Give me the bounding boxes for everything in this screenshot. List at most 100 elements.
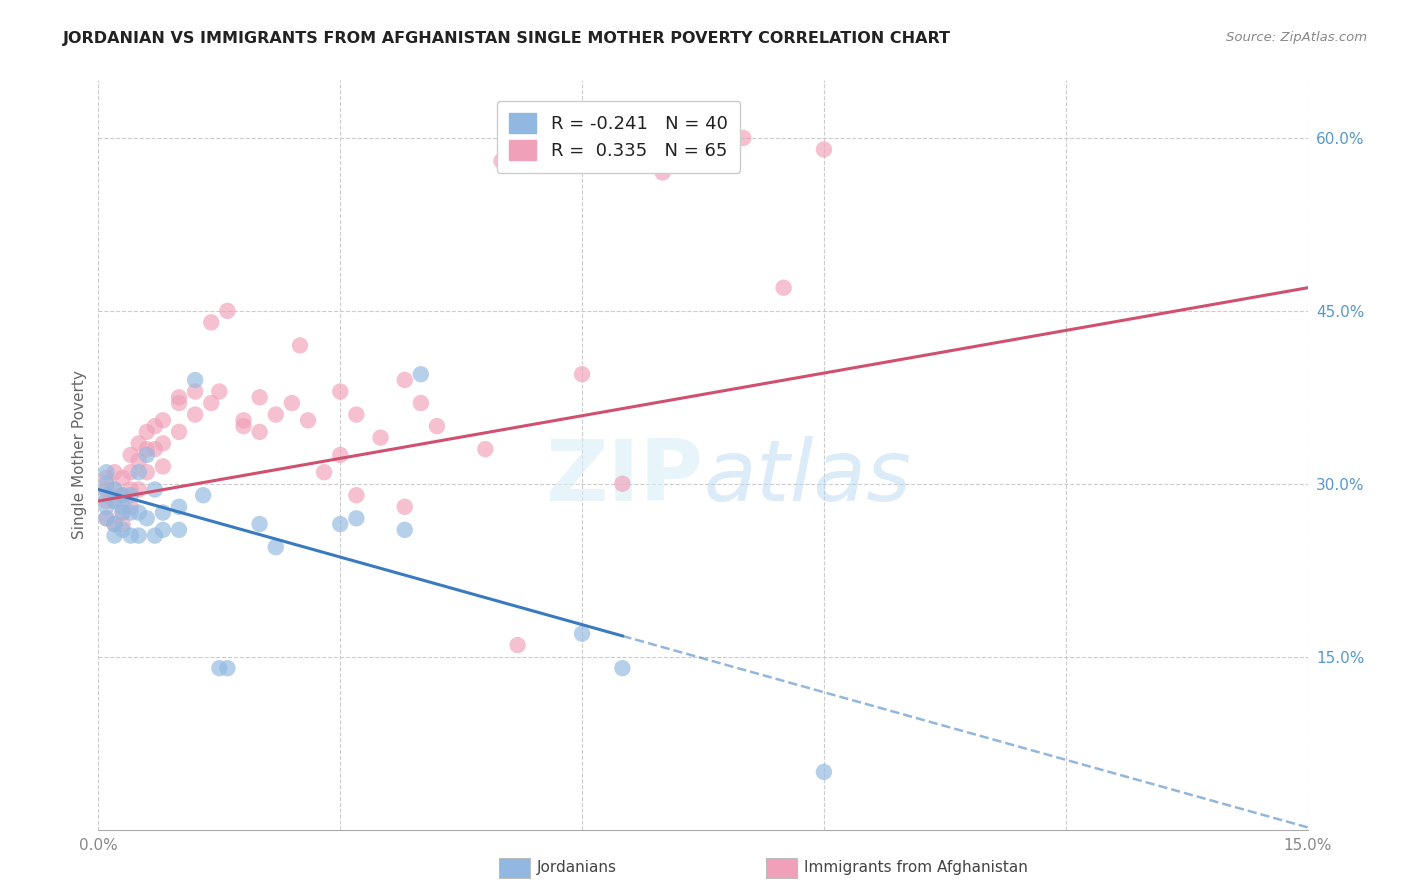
Point — [474, 442, 496, 457]
Point — [184, 408, 207, 422]
Point — [813, 143, 835, 157]
Point — [733, 131, 755, 145]
Point — [813, 764, 835, 779]
Point — [288, 338, 311, 352]
Point — [128, 483, 150, 497]
Point — [120, 500, 142, 514]
Point — [232, 419, 254, 434]
Point — [217, 303, 239, 318]
Point — [184, 373, 207, 387]
Point — [314, 465, 336, 479]
Point — [96, 511, 118, 525]
Point — [249, 390, 271, 404]
Point — [111, 488, 134, 502]
Point — [651, 165, 673, 179]
Point — [612, 661, 634, 675]
Point — [167, 390, 190, 404]
Point — [249, 425, 271, 439]
Point — [200, 396, 222, 410]
Point — [152, 436, 174, 450]
Point — [135, 511, 157, 525]
Point — [111, 488, 134, 502]
Point — [344, 511, 367, 525]
Point — [111, 500, 134, 514]
Point — [370, 431, 392, 445]
Point — [264, 408, 287, 422]
Point — [143, 528, 166, 542]
Point — [409, 368, 432, 382]
Point — [264, 540, 287, 554]
Point — [96, 483, 118, 497]
Point — [772, 281, 794, 295]
Point — [152, 523, 174, 537]
Point — [120, 483, 142, 497]
Point — [571, 368, 593, 382]
Point — [571, 626, 593, 640]
Point — [143, 442, 166, 457]
Point — [394, 523, 416, 537]
Point — [426, 419, 449, 434]
Point — [120, 506, 142, 520]
Point — [167, 523, 190, 537]
Point — [249, 517, 271, 532]
Point — [96, 494, 118, 508]
Point — [143, 419, 166, 434]
Point — [111, 506, 134, 520]
Point — [217, 661, 239, 675]
Point — [152, 413, 174, 427]
Text: Source: ZipAtlas.com: Source: ZipAtlas.com — [1226, 31, 1367, 45]
Point — [394, 373, 416, 387]
Point — [135, 425, 157, 439]
Point — [103, 517, 125, 532]
Point — [103, 465, 125, 479]
Point — [152, 506, 174, 520]
Point — [692, 131, 714, 145]
Point — [96, 511, 118, 525]
Point — [281, 396, 304, 410]
Point — [111, 471, 134, 485]
Point — [612, 476, 634, 491]
Point — [103, 517, 125, 532]
Y-axis label: Single Mother Poverty: Single Mother Poverty — [72, 370, 87, 540]
Point — [167, 500, 190, 514]
Point — [530, 143, 553, 157]
Point — [128, 528, 150, 542]
Point — [208, 384, 231, 399]
Point — [344, 488, 367, 502]
Point — [329, 517, 352, 532]
Point — [120, 528, 142, 542]
Point — [128, 436, 150, 450]
Point — [200, 315, 222, 329]
Text: JORDANIAN VS IMMIGRANTS FROM AFGHANISTAN SINGLE MOTHER POVERTY CORRELATION CHART: JORDANIAN VS IMMIGRANTS FROM AFGHANISTAN… — [63, 31, 952, 46]
Point — [111, 523, 134, 537]
Point — [96, 471, 118, 485]
Point — [329, 448, 352, 462]
Point — [96, 488, 118, 502]
Point — [135, 465, 157, 479]
Point — [394, 500, 416, 514]
Point — [96, 476, 118, 491]
Text: atlas: atlas — [703, 436, 911, 519]
Point — [128, 453, 150, 467]
Point — [167, 396, 190, 410]
Point — [297, 413, 319, 427]
Point — [120, 465, 142, 479]
Point — [96, 500, 118, 514]
Point — [506, 638, 529, 652]
Text: Immigrants from Afghanistan: Immigrants from Afghanistan — [804, 861, 1028, 875]
Point — [208, 661, 231, 675]
Point — [152, 459, 174, 474]
Point — [232, 413, 254, 427]
Point — [111, 506, 134, 520]
Point — [111, 517, 134, 532]
Text: ZIP: ZIP — [546, 436, 703, 519]
Legend: R = -0.241   N = 40, R =  0.335   N = 65: R = -0.241 N = 40, R = 0.335 N = 65 — [496, 101, 740, 173]
Point — [96, 465, 118, 479]
Point — [143, 483, 166, 497]
Point — [184, 384, 207, 399]
Point — [103, 528, 125, 542]
Point — [103, 494, 125, 508]
Point — [135, 442, 157, 457]
Point — [120, 488, 142, 502]
Point — [103, 494, 125, 508]
